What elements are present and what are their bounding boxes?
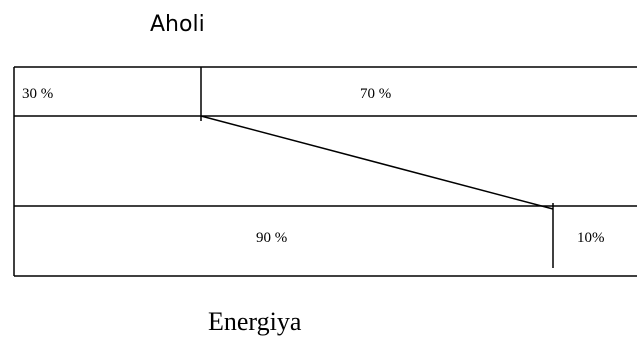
bottom-left-share-label: 90 %	[256, 230, 288, 246]
connector-line	[200, 115, 554, 210]
bottom-right-share-label: 10%	[577, 230, 605, 246]
top-right-share-label: 70 %	[360, 86, 392, 102]
top-title: Aholi	[150, 12, 205, 37]
bottom-title: Energiya	[208, 307, 302, 336]
top-left-share-label: 30 %	[22, 86, 54, 102]
